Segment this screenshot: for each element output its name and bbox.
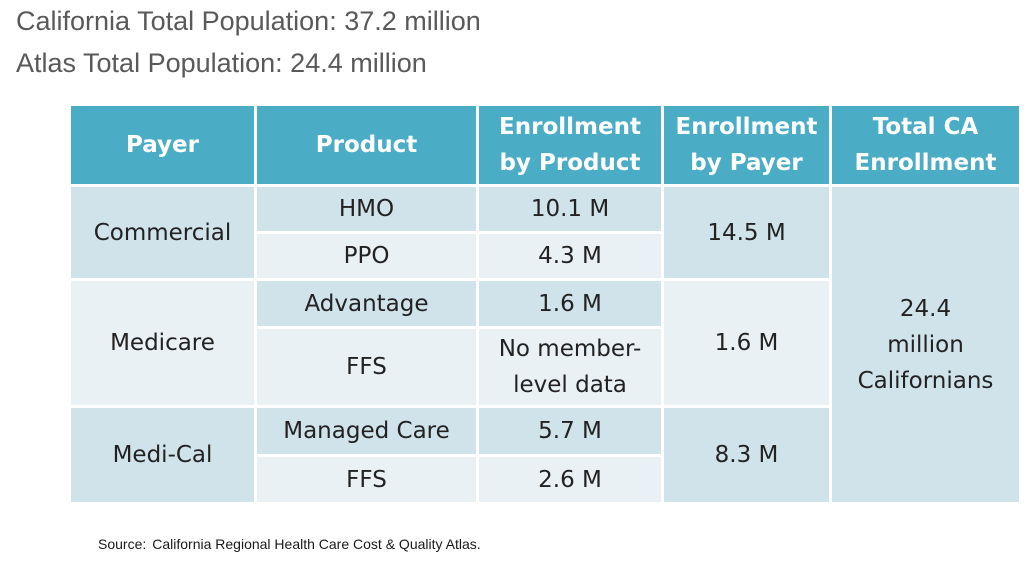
- enrollment-table: Payer Product Enrollment by Product Enro…: [68, 103, 1022, 505]
- table-row: PPO 4.3 M: [70, 231, 1021, 281]
- total-line: Californians: [857, 367, 994, 394]
- table-header-row: Payer Product Enrollment by Product Enro…: [68, 103, 1022, 187]
- product-cell: HMO: [254, 184, 479, 234]
- product-cell: Advantage: [254, 278, 479, 329]
- enrollment-by-product-cell: 1.6 M: [476, 278, 664, 329]
- product-cell: FFS: [254, 454, 479, 505]
- col-header-payer: Payer: [68, 103, 257, 187]
- enrollment-by-product-cell: 10.1 M: [476, 184, 664, 234]
- table-row: Medicare Advantage 1.6 M 1.6 M: [68, 278, 1021, 408]
- payer-cell-medicare: Medicare: [68, 278, 257, 408]
- enrollment-by-payer-cell: 14.5 M: [661, 184, 832, 281]
- product-cell: FFS: [254, 326, 479, 408]
- source-note: Source: California Regional Health Care C…: [98, 536, 481, 552]
- atlas-population-heading: Atlas Total Population: 24.4 million: [16, 48, 427, 78]
- enrollment-by-product-cell: 4.3 M: [476, 231, 664, 281]
- table-row: FFS No member- level data: [70, 326, 1021, 408]
- enrollment-by-product-cell: No member- level data: [476, 326, 664, 408]
- source-text: California Regional Health Care Cost & Q…: [152, 536, 481, 552]
- table-row: FFS 2.6 M: [70, 454, 1021, 505]
- col-header-line: by Payer: [690, 150, 803, 176]
- payer-cell-commercial: Commercial: [68, 184, 257, 281]
- product-cell: PPO: [254, 231, 479, 281]
- california-population-heading: California Total Population: 37.2 millio…: [16, 6, 481, 36]
- col-header-line: Total CA: [872, 114, 979, 140]
- col-header-enrollment-by-payer: Enrollment by Payer: [661, 103, 832, 187]
- table-row: Medi-Cal Managed Care 5.7 M 8.3 M: [68, 405, 1021, 505]
- col-header-line: by Product: [499, 150, 641, 176]
- col-header-enrollment-by-product: Enrollment by Product: [476, 103, 664, 187]
- col-header-line: Enrollment: [499, 114, 641, 140]
- col-header-product: Product: [254, 103, 479, 187]
- total-line: 24.4: [899, 295, 952, 322]
- enrollment-line: level data: [513, 372, 627, 398]
- enrollment-line: No member-: [498, 336, 642, 362]
- product-cell: Managed Care: [254, 405, 479, 457]
- enrollment-by-product-cell: 5.7 M: [476, 405, 664, 457]
- col-header-line: Enrollment: [675, 114, 818, 140]
- total-ca-enrollment-cell: 24.4 million Californians: [829, 184, 1022, 505]
- table-row: Commercial HMO 10.1 M 14.5 M 24.4 millio…: [68, 184, 1022, 505]
- total-line: million: [887, 331, 964, 358]
- enrollment-by-product-cell: 2.6 M: [476, 454, 664, 505]
- enrollment-by-payer-cell: 8.3 M: [661, 405, 832, 505]
- payer-cell-medi-cal: Medi-Cal: [68, 405, 257, 505]
- col-header-total-ca-enrollment: Total CA Enrollment: [829, 103, 1022, 187]
- col-header-line: Enrollment: [854, 150, 997, 176]
- source-label: Source:: [98, 536, 147, 552]
- enrollment-by-payer-cell: 1.6 M: [661, 278, 832, 408]
